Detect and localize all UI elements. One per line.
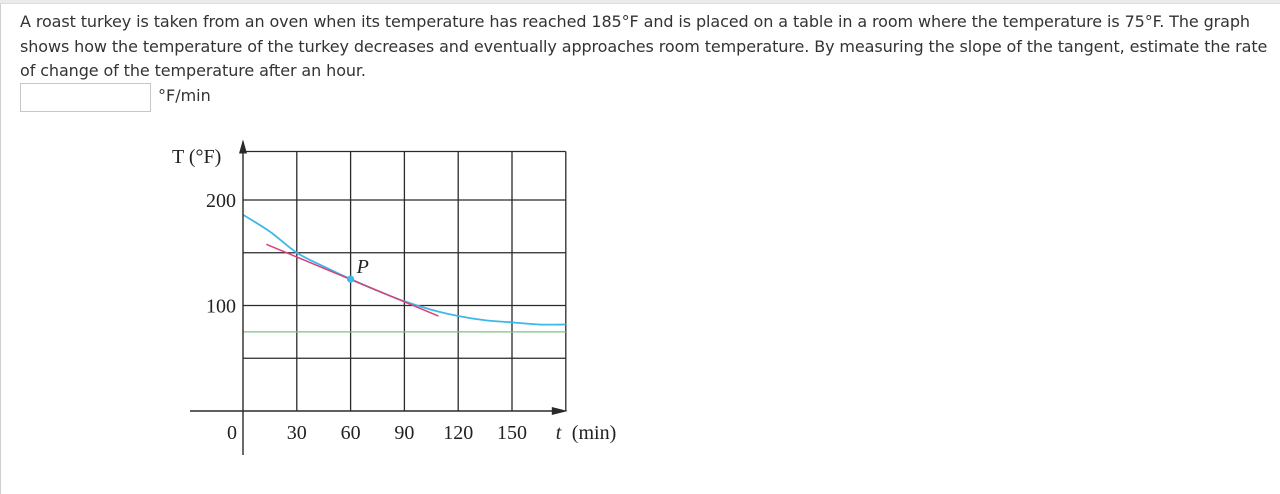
x-tick-label: 90	[394, 422, 414, 444]
chart-axes	[190, 139, 568, 463]
point-p-label: P	[356, 256, 369, 278]
question-text: A roast turkey is taken from an oven whe…	[20, 12, 1268, 80]
answer-input[interactable]	[20, 83, 151, 112]
answer-row: °F/min	[20, 82, 211, 113]
x-tick-label: 150	[497, 422, 527, 444]
x-axis-var-label: t	[556, 422, 562, 444]
x-axis-arrow-icon	[551, 407, 568, 415]
x-tick-label: 60	[341, 422, 361, 444]
unit-label: °F/min	[158, 86, 211, 105]
x-tick-label: 120	[443, 422, 473, 444]
x-tick-label: 30	[287, 422, 307, 444]
left-border	[0, 4, 1, 494]
x-axis-unit-label: (min)	[572, 422, 616, 444]
y-tick-label: 100	[206, 296, 236, 318]
point-p-marker	[347, 275, 355, 283]
chart-grid	[243, 150, 567, 411]
temperature-chart: P 100 200 0 30 60 90 120 150 T (°F) t (min)	[160, 135, 640, 463]
y-axis-arrow-icon	[239, 139, 247, 154]
y-tick-label: 200	[206, 190, 236, 212]
top-border	[0, 0, 1280, 4]
chart-svg: P 100 200 0 30 60 90 120 150 T (°F) t (min)	[172, 139, 616, 463]
y-axis-label: T (°F)	[172, 146, 221, 168]
chart-series	[242, 214, 566, 333]
origin-label: 0	[227, 422, 237, 444]
chart-labels: P 100 200 0 30 60 90 120 150 T (°F) t (min)	[172, 146, 616, 444]
